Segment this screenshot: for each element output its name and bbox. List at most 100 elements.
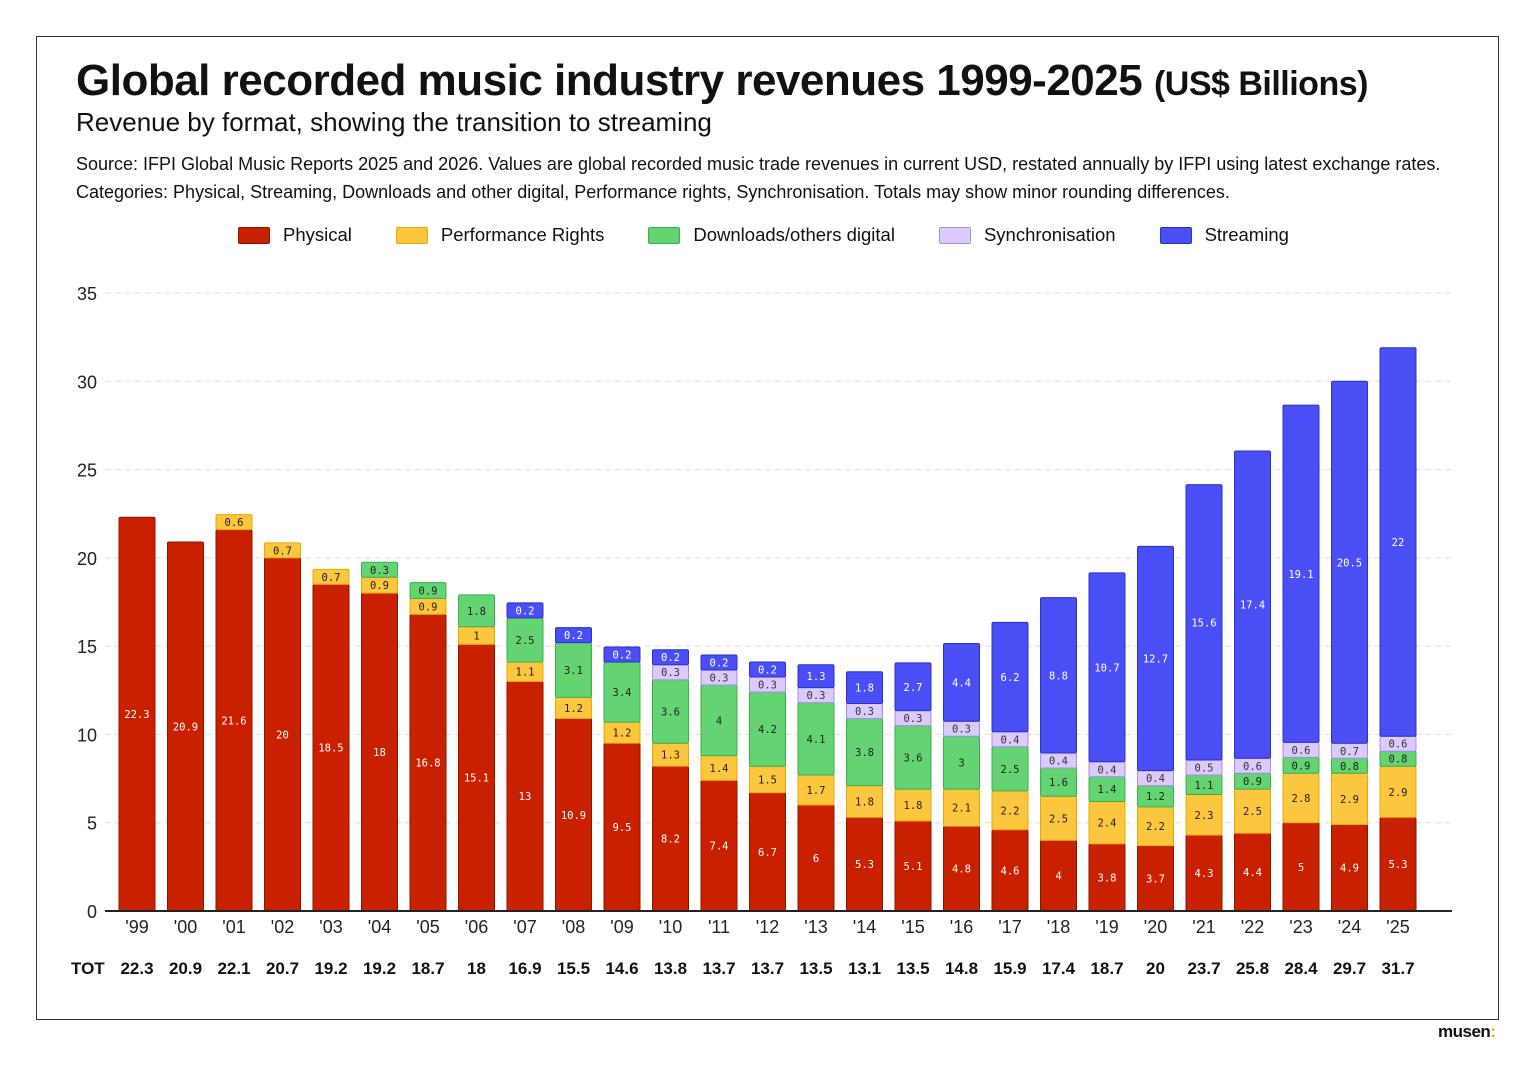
data-label: 2.7	[904, 682, 923, 694]
data-label: 2.9	[1389, 787, 1408, 799]
bar-segment-streaming	[894, 662, 932, 712]
data-label: 0.8	[1340, 761, 1359, 773]
data-label: 0.2	[758, 665, 777, 677]
data-label: 0.2	[613, 650, 632, 662]
data-label: 4.3	[1195, 868, 1214, 880]
data-label: 1.2	[613, 728, 632, 740]
bar-segment-streaming	[555, 627, 592, 644]
data-label: 0.4	[1001, 734, 1020, 746]
total-label: 13.5	[896, 959, 929, 978]
data-label: 2.2	[1001, 805, 1020, 817]
x-tick-label: '04	[368, 917, 391, 937]
legend-item: Performance Rights	[395, 224, 605, 246]
data-label: 5.3	[1389, 859, 1408, 871]
data-label: 0.8	[1389, 754, 1408, 766]
bar-segment-streaming	[1040, 597, 1077, 754]
bar-segment-streaming	[943, 643, 980, 722]
x-tick-label: '03	[319, 917, 342, 937]
data-label: 0.6	[225, 517, 244, 529]
data-label: 0.7	[273, 545, 292, 557]
legend-item: Physical	[238, 224, 352, 246]
data-label: 5.1	[904, 861, 923, 873]
data-label: 0.3	[710, 672, 729, 684]
data-label: 2.5	[1049, 813, 1068, 825]
data-label: 4.2	[758, 724, 777, 736]
total-label: 16.9	[508, 959, 541, 978]
data-label: 0.9	[370, 580, 389, 592]
bar-segment-performance-rights	[264, 542, 301, 559]
legend-swatch	[648, 226, 681, 244]
data-label: 0.3	[370, 565, 389, 577]
data-label: 15.1	[464, 773, 489, 785]
legend-label: Performance Rights	[440, 224, 605, 245]
bar-segment-streaming	[652, 649, 689, 666]
data-label: 4.9	[1340, 863, 1359, 875]
data-label: 18	[373, 747, 386, 759]
data-label: 3.7	[1146, 873, 1165, 885]
x-tick-label: '06	[465, 917, 488, 937]
data-label: 1.3	[661, 750, 680, 762]
bar-segment-streaming	[749, 661, 786, 678]
y-tick-label: 35	[77, 284, 97, 304]
bar-segment-streaming	[1234, 450, 1271, 759]
data-label: 3.8	[1098, 872, 1117, 884]
x-tick-label: '08	[562, 917, 585, 937]
data-label: 8.2	[661, 834, 680, 846]
legend-swatch	[238, 226, 270, 244]
x-tick-label: '05	[416, 917, 439, 937]
data-label: 18.5	[318, 743, 343, 755]
data-label: 5	[1298, 862, 1304, 874]
legend-item: Synchronisation	[938, 224, 1116, 246]
bar-segment-streaming	[1088, 572, 1126, 763]
data-label: 1.4	[1098, 784, 1117, 796]
data-label: 0.9	[1292, 760, 1311, 772]
total-label: 13.7	[702, 959, 735, 978]
total-label: 18	[467, 959, 486, 978]
x-tick-label: '15	[901, 917, 924, 937]
data-label: 0.3	[807, 690, 826, 702]
x-tick-label: '12	[756, 917, 779, 937]
chart-subtitle: Revenue by format, showing the transitio…	[76, 107, 712, 137]
data-label: 5.3	[855, 859, 874, 871]
data-label: 0.6	[1243, 761, 1262, 773]
y-tick-label: 25	[77, 461, 97, 481]
data-label: 1.6	[1049, 777, 1068, 789]
data-label: 12.7	[1143, 654, 1168, 666]
data-label: 10.9	[561, 810, 586, 822]
data-label: 0.5	[1195, 763, 1214, 775]
data-label: 2.9	[1340, 794, 1359, 806]
data-label: 2.5	[1243, 806, 1262, 818]
x-tick-label: '24	[1338, 917, 1361, 937]
x-tick-label: '22	[1241, 917, 1264, 937]
bar-segment-streaming	[991, 621, 1029, 733]
data-label: 4.8	[952, 864, 971, 876]
legend-label: Streaming	[1204, 224, 1289, 245]
data-label: 20	[276, 729, 289, 741]
data-label: 0.3	[758, 680, 777, 692]
total-label: 13.7	[751, 959, 784, 978]
data-label: 4	[1055, 871, 1061, 883]
total-label: 22.3	[120, 959, 153, 978]
total-label: 29.7	[1333, 959, 1366, 978]
data-label: 4.4	[1243, 867, 1262, 879]
total-label: 13.1	[848, 959, 881, 978]
data-label: 0.3	[952, 724, 971, 736]
x-tick-label: '19	[1095, 917, 1118, 937]
chart-title: Global recorded music industry revenues …	[76, 56, 1368, 106]
data-label: 0.9	[419, 601, 438, 613]
total-label: 20.7	[266, 959, 299, 978]
data-label: 3.1	[564, 665, 583, 677]
bar-segment-streaming	[1282, 404, 1320, 743]
total-label: 31.7	[1381, 959, 1414, 978]
bar-segment-streaming	[1137, 545, 1174, 772]
x-tick-label: '07	[513, 917, 536, 937]
data-label: 0.6	[1292, 745, 1311, 757]
bar-segment-performance-rights	[215, 514, 253, 531]
x-tick-label: '99	[125, 917, 148, 937]
x-tick-label: '10	[659, 917, 682, 937]
data-label: 4	[716, 715, 722, 727]
x-tick-label: '20	[1144, 917, 1167, 937]
x-tick-label: '23	[1289, 917, 1312, 937]
total-label: 19.2	[314, 959, 347, 978]
legend-item: Downloads/others digital	[648, 224, 895, 246]
